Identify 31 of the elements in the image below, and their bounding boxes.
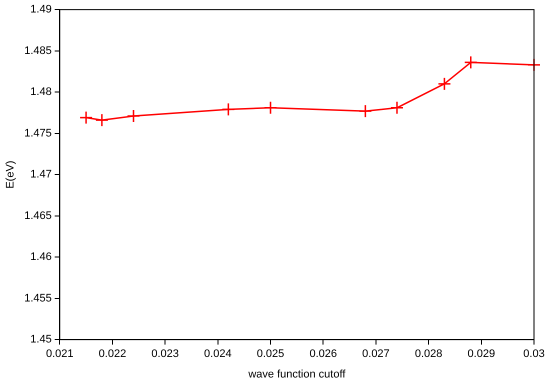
point xyxy=(222,102,236,116)
x-tick-label: 0.029 xyxy=(468,348,496,360)
y-tick-label: 1.485 xyxy=(24,44,52,57)
x-tick-label: 0.023 xyxy=(151,348,179,360)
point xyxy=(79,110,93,124)
y-tick-label: 1.455 xyxy=(24,292,52,304)
y-tick-label: 1.46 xyxy=(30,251,52,264)
point xyxy=(95,113,109,127)
y-tick-label: 1.45 xyxy=(30,334,52,346)
x-tick-label: 0.03 xyxy=(523,348,545,360)
y-tick-label: 1.47 xyxy=(30,168,52,181)
y-tick-label: 1.49 xyxy=(30,4,52,16)
point xyxy=(527,58,541,72)
x-tick-label: 0.027 xyxy=(362,348,390,360)
x-tick-label: 0.025 xyxy=(256,348,284,360)
point xyxy=(464,56,478,70)
point xyxy=(126,109,140,123)
point xyxy=(264,101,278,115)
x-tick-label: 0.022 xyxy=(98,348,126,360)
point xyxy=(390,101,404,115)
y-tick-label: 1.475 xyxy=(24,127,52,140)
x-tick-label: 0.024 xyxy=(204,348,232,360)
y-tick-label: 1.48 xyxy=(30,86,52,98)
point xyxy=(438,77,452,91)
x-axis-title: wave function cutoff xyxy=(247,368,346,380)
x-tick-label: 0.021 xyxy=(46,348,74,360)
y-tick-label: 1.465 xyxy=(24,210,52,222)
point xyxy=(358,104,372,118)
x-tick-label: 0.028 xyxy=(414,348,442,360)
x-tick-label: 0.026 xyxy=(309,348,337,360)
y-axis-title: E(eV) xyxy=(4,160,17,189)
